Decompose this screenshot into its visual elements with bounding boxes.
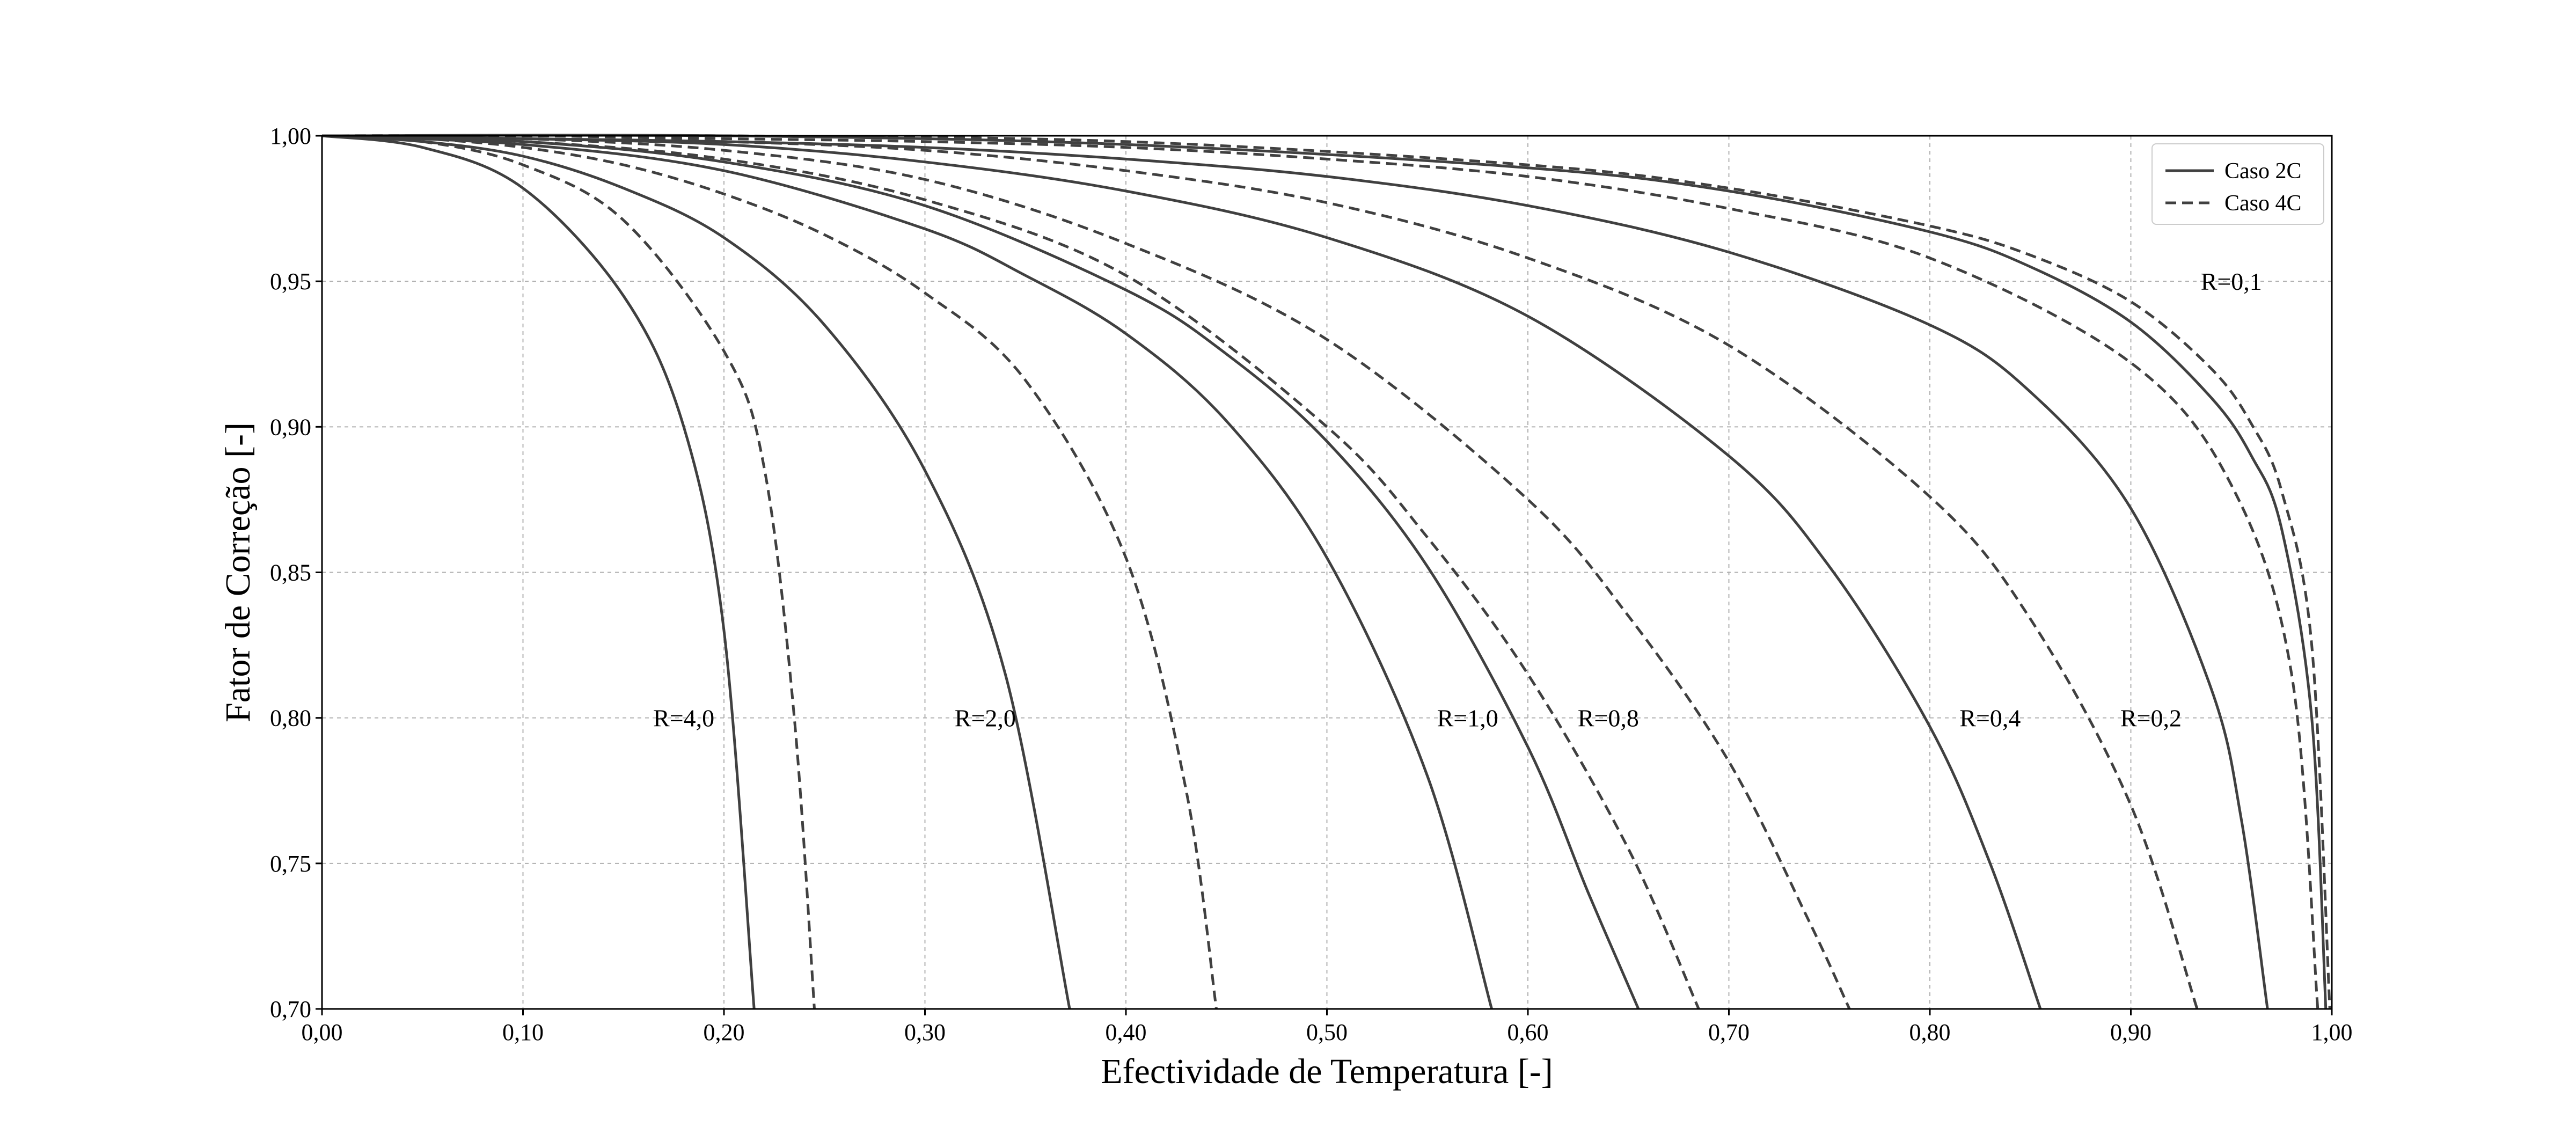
- series-line-4c: [321, 134, 2319, 1009]
- x-tick-label: 0,60: [1507, 1019, 1549, 1045]
- x-axis-label: Efectividade de Temperatura [-]: [1101, 1052, 1553, 1091]
- annotations: R=4,0 R=2,0 R=1,0 R=0,8 R=0,4 R=0,2 R=0,1: [653, 268, 2262, 731]
- x-tick-label: 0,80: [1909, 1019, 1951, 1045]
- r-value-annotation: R=0,1: [2201, 268, 2262, 295]
- r-value-annotation: R=0,8: [1578, 705, 1639, 732]
- x-tick-label: 1,00: [2311, 1019, 2353, 1045]
- r-value-annotation: R=2,0: [955, 705, 1016, 732]
- x-tick-label: 0,50: [1306, 1019, 1348, 1045]
- series-line-4c: [321, 134, 2199, 1009]
- series-line-2c: [321, 134, 756, 1009]
- r-value-annotation: R=4,0: [653, 705, 714, 732]
- series-line-4c: [321, 134, 1851, 1010]
- y-tick-label: 0,75: [270, 851, 311, 877]
- y-tick-label: 0,70: [270, 996, 311, 1022]
- legend-box: [2151, 143, 2324, 225]
- legend-label: Caso 4C: [2224, 191, 2302, 216]
- r-value-annotation: R=0,2: [2120, 705, 2182, 732]
- x-tick-label: 0,90: [2110, 1019, 2151, 1045]
- y-axis-label: Fator de Correção [-]: [218, 422, 258, 722]
- legend: Caso 2C Caso 4C: [2151, 143, 2324, 225]
- x-tick-label: 0,20: [704, 1019, 745, 1045]
- r-value-annotation: R=1,0: [1437, 705, 1498, 732]
- axis-ticks: 0,00 0,10 0,20 0,30 0,40 0,50 0,60 0,70 0,80 0,90…: [270, 123, 2353, 1045]
- series-line-4c: [321, 134, 816, 1009]
- series-line-4c: [321, 134, 2331, 1009]
- y-tick-label: 1,00: [270, 123, 311, 149]
- legend-label: Caso 2C: [2224, 159, 2302, 184]
- y-tick-label: 0,90: [270, 414, 311, 440]
- series-line-2c: [321, 134, 2328, 1009]
- x-tick-label: 0,40: [1106, 1019, 1147, 1045]
- series-line-4c: [321, 134, 1218, 1009]
- y-tick-label: 0,80: [270, 705, 311, 731]
- series-line-2c: [321, 134, 1071, 1009]
- x-tick-label: 0,70: [1708, 1019, 1750, 1045]
- series-line-2c: [321, 134, 2269, 1009]
- x-tick-label: 0,10: [502, 1019, 544, 1045]
- series-line-4c: [321, 134, 1700, 1010]
- series-line-2c: [321, 134, 1640, 1009]
- series-lines: [321, 134, 2331, 1010]
- y-tick-label: 0,95: [270, 268, 311, 295]
- x-tick-label: 0,30: [904, 1019, 946, 1045]
- x-tick-label: 0,00: [302, 1019, 343, 1045]
- r-value-annotation: R=0,4: [1959, 705, 2021, 732]
- y-tick-label: 0,85: [270, 560, 311, 586]
- series-line-2c: [321, 134, 2042, 1009]
- series-line-2c: [321, 134, 1494, 1009]
